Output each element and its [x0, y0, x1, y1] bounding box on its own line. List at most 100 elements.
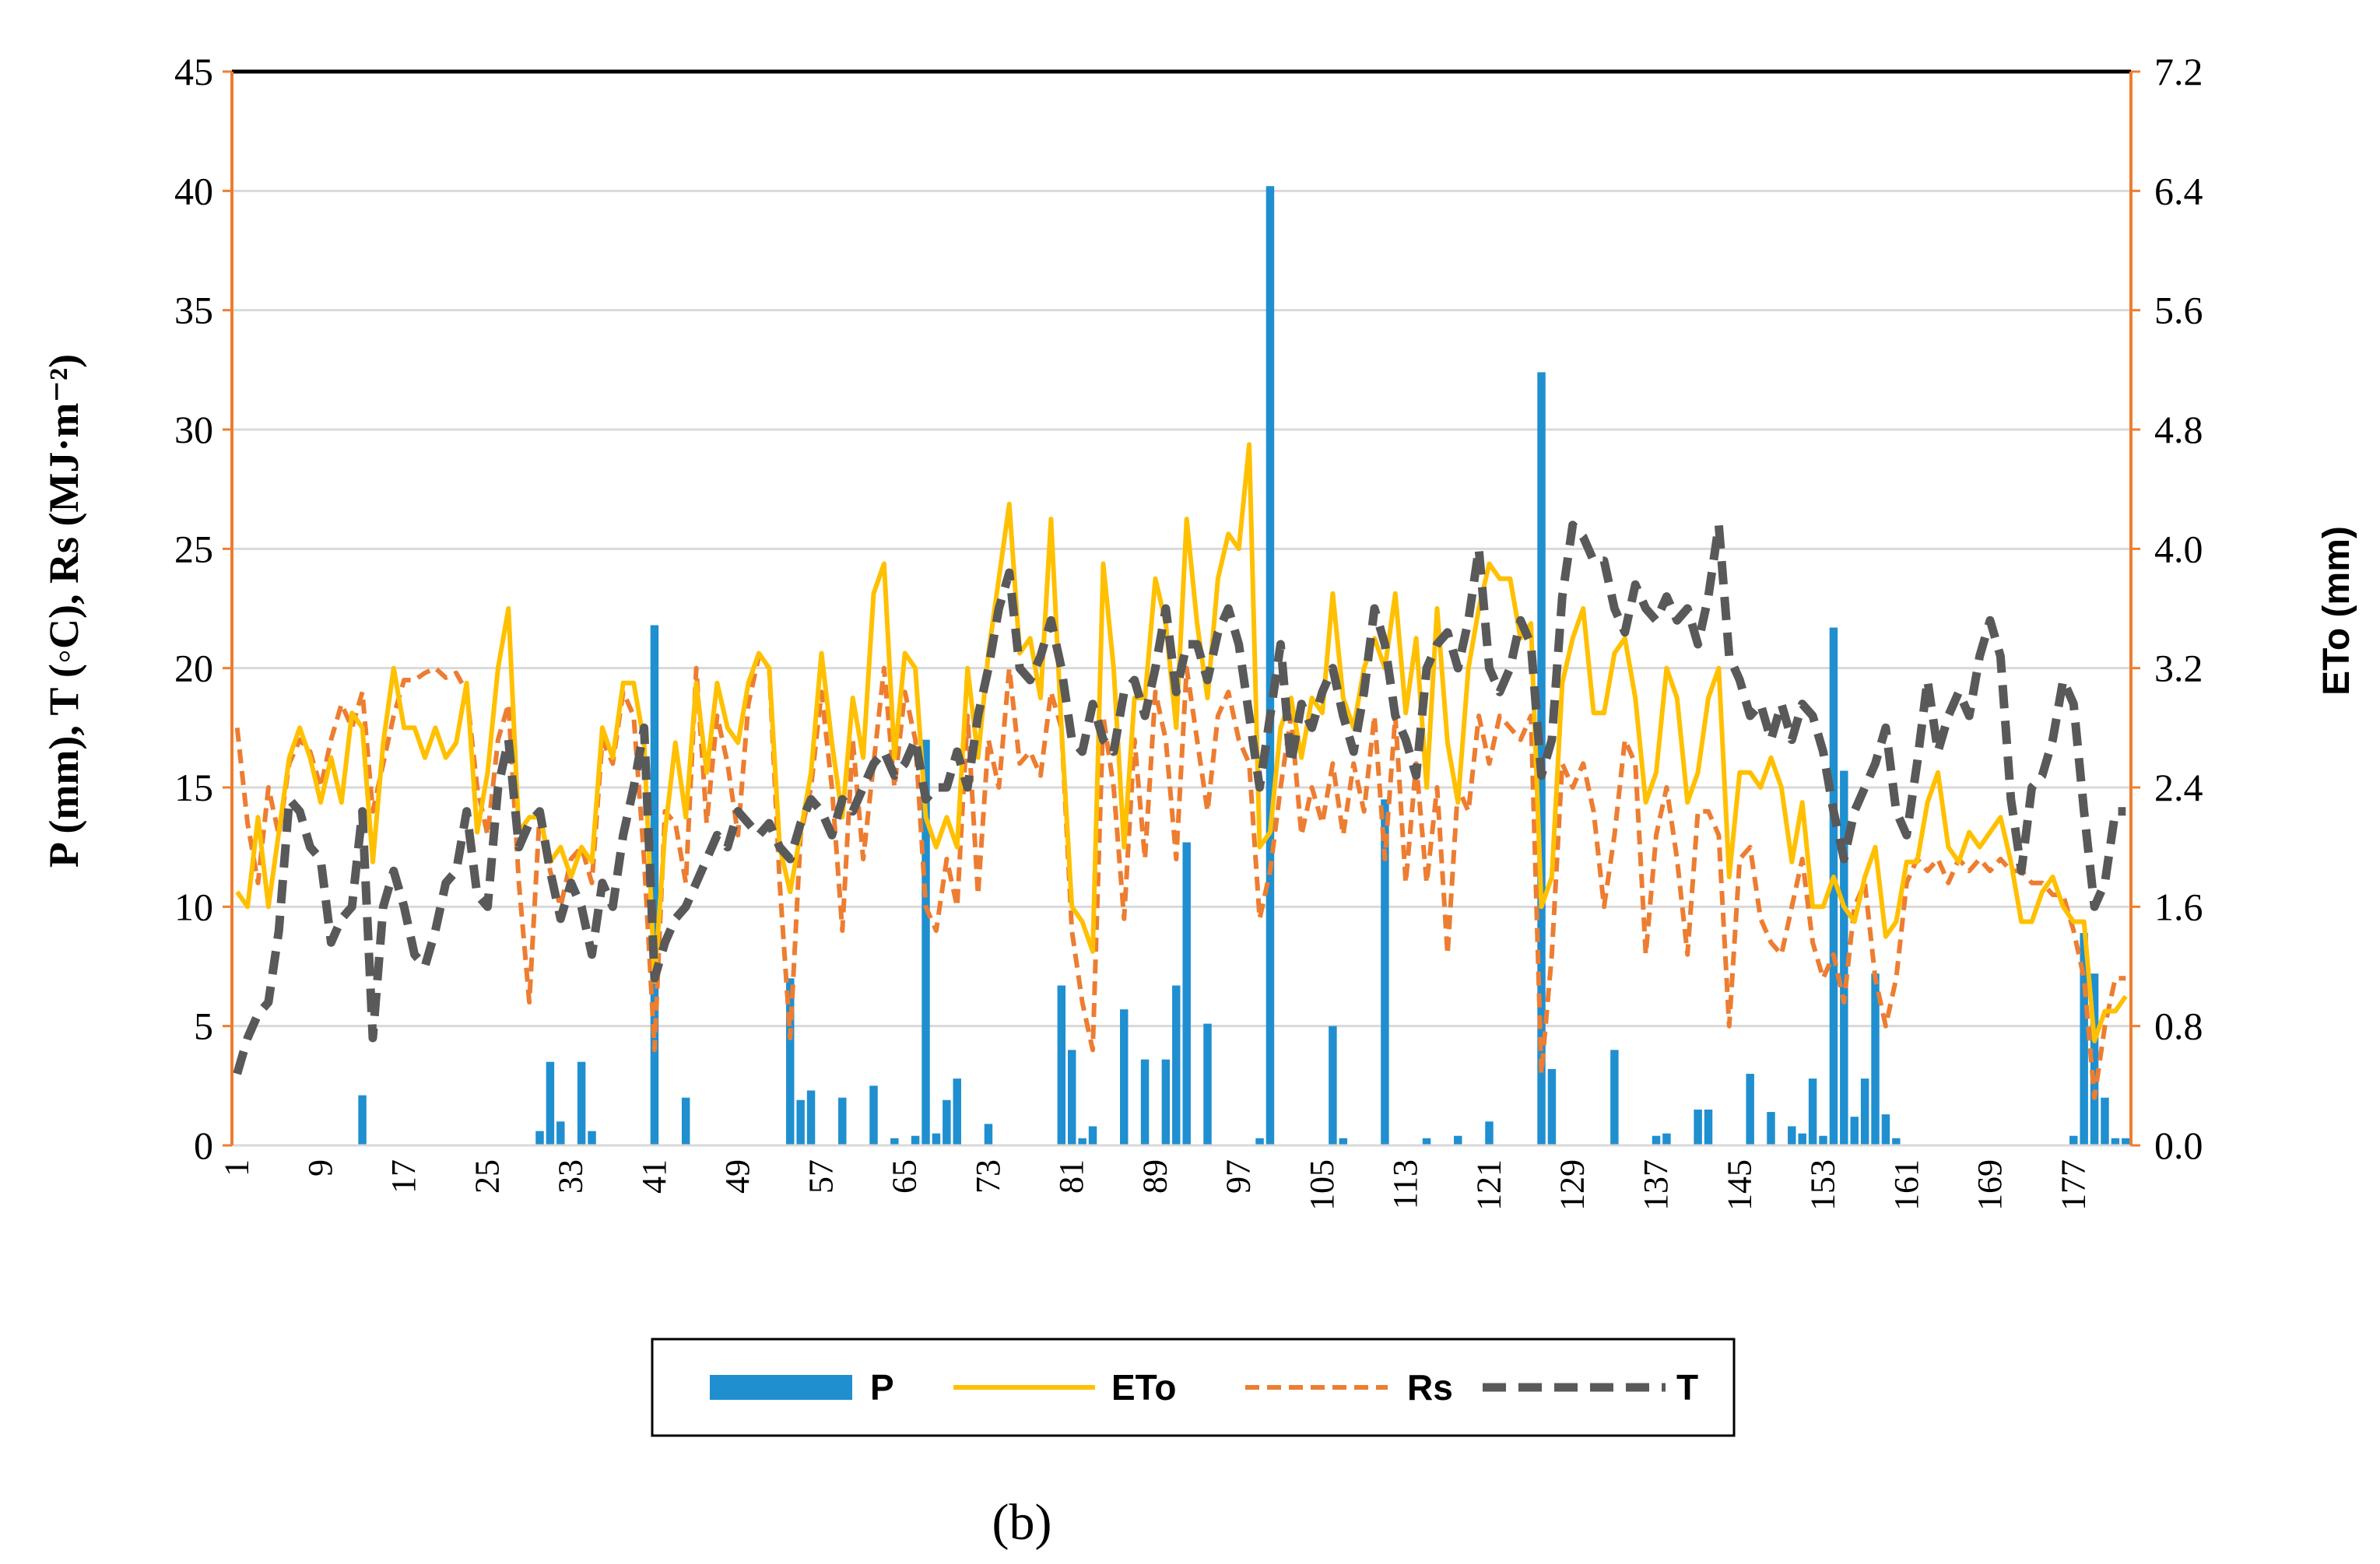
series-lines [233, 442, 2128, 1100]
legend-label-p: P [870, 1367, 894, 1408]
bar-p [838, 1097, 847, 1145]
bar-p [1860, 1078, 1869, 1145]
bar-p [1485, 1121, 1494, 1145]
right-tick-label: 3.2 [2154, 647, 2203, 690]
bar-p [1892, 1138, 1901, 1145]
bar-p [2122, 1138, 2130, 1145]
right-tick-label: 0.8 [2154, 1005, 2203, 1048]
left-tick-label: 20 [174, 647, 213, 690]
bar-p [796, 1099, 805, 1145]
bar-p [953, 1078, 961, 1145]
bar-p [984, 1124, 993, 1145]
right-tick-label: 4.8 [2154, 408, 2203, 451]
bar-p [535, 1131, 544, 1145]
legend-box [651, 1338, 1736, 1437]
bar-p [1203, 1023, 1212, 1145]
bar-p [943, 1099, 951, 1145]
bar-p [1057, 985, 1066, 1145]
x-tick-label: 57 [802, 1159, 840, 1194]
bar-p [1652, 1135, 1661, 1145]
bar-p [1381, 799, 1389, 1145]
left-axis-label: P (mm), T (◦C), Rs (MJ·m⁻²) [40, 354, 87, 868]
bar-p [1120, 1009, 1129, 1145]
bar-p [2069, 1135, 2078, 1145]
bar-p [1746, 1074, 1754, 1145]
right-tick-label: 2.4 [2154, 766, 2203, 809]
x-tick-label: 129 [1553, 1159, 1592, 1211]
bar-p [1610, 1050, 1619, 1145]
bar-p [1788, 1126, 1796, 1145]
bar-p [1881, 1114, 1890, 1145]
line-t [233, 521, 2126, 1075]
x-tick-label: 41 [635, 1159, 673, 1194]
right-tick-label: 7.2 [2154, 50, 2203, 93]
bar-p [1078, 1138, 1086, 1145]
right-tick-label: 0.0 [2154, 1124, 2203, 1167]
bar-p [1161, 1059, 1171, 1145]
bar-p [1547, 1068, 1557, 1145]
x-tick-label: 65 [886, 1159, 924, 1194]
bar-p [921, 739, 930, 1145]
bar-p [1829, 627, 1838, 1145]
bar-p [1265, 186, 1275, 1146]
bar-p [2080, 933, 2088, 1145]
x-tick-label: 97 [1220, 1159, 1258, 1194]
x-tick-label: 169 [1971, 1159, 2009, 1211]
tick-labels: 0 5 10 15 20 25 30 35 40 45 0.0 0.8 1.6 2.4 3.2 4.0 4.8 5… [174, 50, 2203, 1211]
bar-p [786, 978, 795, 1145]
x-tick-label: 121 [1469, 1159, 1508, 1211]
x-tick-label: 33 [552, 1159, 590, 1194]
bar-p [1068, 1050, 1076, 1145]
bar-p [1182, 842, 1191, 1145]
x-tick-label: 1 [218, 1159, 256, 1177]
bar-p [358, 1095, 367, 1145]
bar-p [588, 1131, 596, 1145]
x-tick-label: 25 [468, 1159, 506, 1194]
x-tick-label: 105 [1303, 1159, 1341, 1211]
right-tick-label: 4.0 [2154, 527, 2203, 570]
bar-p [1172, 985, 1181, 1145]
x-tick-label: 161 [1887, 1159, 1925, 1211]
bar-p [1088, 1126, 1097, 1145]
right-tick-label: 6.4 [2154, 169, 2203, 212]
x-tick-label: 113 [1386, 1159, 1424, 1209]
bar-p [1798, 1133, 1806, 1145]
bar-p [2101, 1097, 2109, 1145]
x-tick-label: 49 [718, 1159, 756, 1194]
legend-label-t: T [1676, 1367, 1698, 1408]
bar-p [1704, 1110, 1713, 1145]
bar-p [1422, 1138, 1431, 1145]
x-tick-label: 89 [1136, 1159, 1174, 1194]
left-tick-label: 10 [174, 885, 213, 928]
left-tick-label: 0 [194, 1124, 213, 1167]
bar-p [1662, 1133, 1671, 1145]
x-tick-label: 9 [301, 1159, 339, 1177]
x-tick-label: 73 [969, 1159, 1007, 1194]
legend: P ETo Rs T [651, 1338, 1736, 1437]
x-tick-label: 81 [1052, 1159, 1090, 1194]
left-tick-label: 40 [174, 169, 213, 212]
legend-swatch-p [710, 1375, 852, 1400]
left-tick-label: 5 [194, 1005, 213, 1048]
bar-p [1339, 1138, 1348, 1145]
bar-p [1871, 973, 1880, 1145]
bar-p [1850, 1117, 1859, 1145]
bar-p [681, 1097, 690, 1145]
bar-p [2090, 973, 2099, 1145]
x-tick-label: 153 [1804, 1159, 1842, 1211]
bar-p [1454, 1135, 1462, 1145]
right-tick-label: 1.6 [2154, 885, 2203, 928]
bar-p [932, 1133, 941, 1145]
left-tick-label: 30 [174, 408, 213, 451]
bar-p [1140, 1059, 1150, 1145]
bar-p [1819, 1135, 1827, 1145]
axes [223, 69, 2140, 1147]
left-tick-label: 15 [174, 766, 213, 809]
x-tick-label: 137 [1637, 1159, 1675, 1211]
x-tick-label: 145 [1720, 1159, 1758, 1211]
bar-p [1694, 1110, 1702, 1145]
bar-p [890, 1138, 899, 1145]
bar-p [1767, 1112, 1775, 1145]
bar-p [556, 1121, 565, 1145]
